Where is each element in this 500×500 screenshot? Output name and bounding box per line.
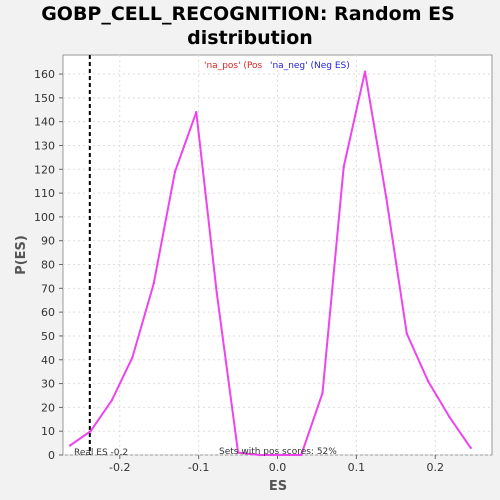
y-tick-label: 20 — [41, 401, 55, 414]
pos-scores-annotation: Sets with pos scores: 52% — [219, 447, 337, 457]
data-point — [469, 446, 472, 450]
data-point — [448, 415, 451, 419]
chart-title-line-2: distribution — [187, 27, 313, 49]
chart-title-line-1: GOBP_CELL_RECOGNITION: Random ES — [41, 3, 455, 25]
y-tick-label: 0 — [48, 449, 55, 462]
y-tick-label: 10 — [41, 425, 55, 438]
y-tick-label: 110 — [34, 187, 55, 200]
data-point — [215, 291, 218, 295]
x-tick-label: -0.1 — [188, 461, 209, 474]
data-point — [89, 429, 92, 433]
x-axis-label: ES — [269, 479, 287, 494]
data-point — [68, 444, 72, 447]
x-axis-ticks: -0.2 -0.1 0.0 0.1 0.2 — [109, 455, 444, 474]
legend-neg-label: 'na_neg' (Neg ES) — [270, 61, 350, 71]
y-axis-ticks: 0 10 20 30 40 50 60 70 80 90 100 110 120 130 140 150 160 — [34, 68, 63, 462]
data-point — [258, 453, 261, 457]
data-point — [152, 282, 155, 285]
data-point — [342, 165, 345, 169]
data-point — [236, 451, 240, 454]
x-tick-label: -0.2 — [109, 461, 130, 474]
data-point — [131, 356, 134, 359]
data-point — [195, 110, 198, 114]
y-tick-label: 100 — [34, 211, 55, 224]
data-point — [278, 453, 282, 457]
data-point — [363, 70, 367, 73]
grid-lines — [63, 55, 492, 456]
y-tick-label: 30 — [41, 378, 55, 391]
x-tick-label: 0.1 — [348, 461, 366, 474]
data-point — [405, 332, 409, 335]
es-distribution-line — [69, 70, 472, 456]
y-tick-label: 80 — [41, 259, 55, 272]
x-tick-label: 0.0 — [269, 461, 287, 474]
real-es-label: Real ES -0.2 — [74, 448, 128, 458]
y-tick-label: 70 — [41, 282, 55, 295]
data-point — [426, 379, 430, 383]
data-point — [299, 453, 303, 457]
y-tick-label: 120 — [34, 163, 55, 176]
y-tick-label: 40 — [41, 354, 55, 367]
y-axis-label: P(ES) — [14, 235, 29, 275]
data-point — [321, 391, 324, 395]
y-tick-label: 60 — [41, 306, 55, 319]
y-tick-label: 160 — [34, 68, 55, 81]
data-point — [110, 399, 114, 402]
series-layer — [68, 70, 472, 457]
y-tick-label: 130 — [34, 139, 55, 152]
data-point — [173, 170, 177, 173]
y-tick-label: 140 — [34, 116, 55, 129]
y-tick-label: 50 — [41, 330, 55, 343]
data-point — [385, 196, 388, 200]
y-tick-label: 150 — [34, 92, 55, 105]
y-tick-label: 90 — [41, 235, 55, 248]
x-tick-label: 0.2 — [426, 461, 444, 474]
legend-pos-label: 'na_pos' (Pos — [204, 61, 263, 71]
